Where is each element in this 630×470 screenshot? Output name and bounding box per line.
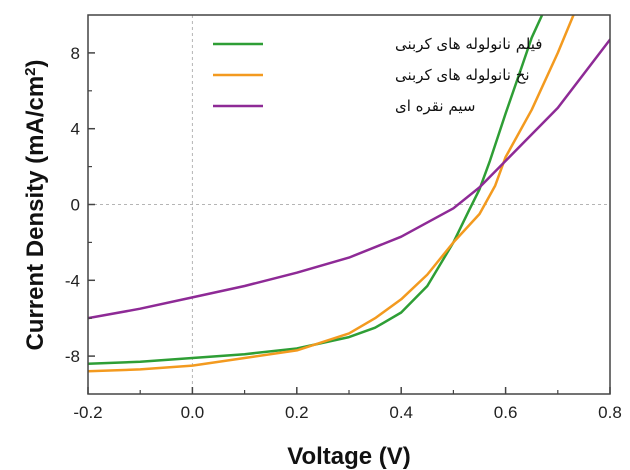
legend-label-1: فیلم نانولوله های کربنی [395, 35, 542, 53]
y-axis-title-close: ) [22, 59, 49, 67]
x-tick-label: 0.0 [181, 403, 205, 422]
legend-label-3: سیم نقره ای [395, 97, 475, 115]
y-tick-label: -4 [65, 271, 80, 290]
y-tick-label: -8 [65, 347, 80, 366]
legend: فیلم نانولوله های کربنی نخ نانولوله های ک… [213, 35, 542, 115]
y-tick-label: 0 [71, 196, 80, 215]
x-axis: -0.2 0.0 0.2 0.4 0.6 0.8 [73, 387, 622, 422]
series-line-1 [88, 15, 544, 365]
y-axis-title-superscript: 2 [22, 67, 39, 75]
series-layer [88, 15, 610, 373]
x-tick-label: 0.4 [389, 403, 413, 422]
y-axis: -8 -4 0 4 8 [65, 44, 95, 366]
y-tick-label: 8 [71, 44, 80, 63]
y-axis-title: Current Density (mA/cm2) [22, 59, 50, 350]
legend-label-2: نخ نانولوله های کربنی [395, 66, 530, 84]
x-tick-label: 0.6 [494, 403, 518, 422]
reference-lines [88, 15, 610, 394]
y-axis-title-main: Current Density (mA/cm [22, 76, 49, 351]
x-axis-title: Voltage (V) [287, 443, 411, 470]
series-line-2 [88, 15, 575, 373]
x-tick-label: 0.2 [285, 403, 309, 422]
x-tick-label: -0.2 [73, 403, 102, 422]
y-tick-label: 4 [71, 120, 80, 139]
series-line-3 [88, 38, 610, 320]
x-tick-label: 0.8 [598, 403, 622, 422]
